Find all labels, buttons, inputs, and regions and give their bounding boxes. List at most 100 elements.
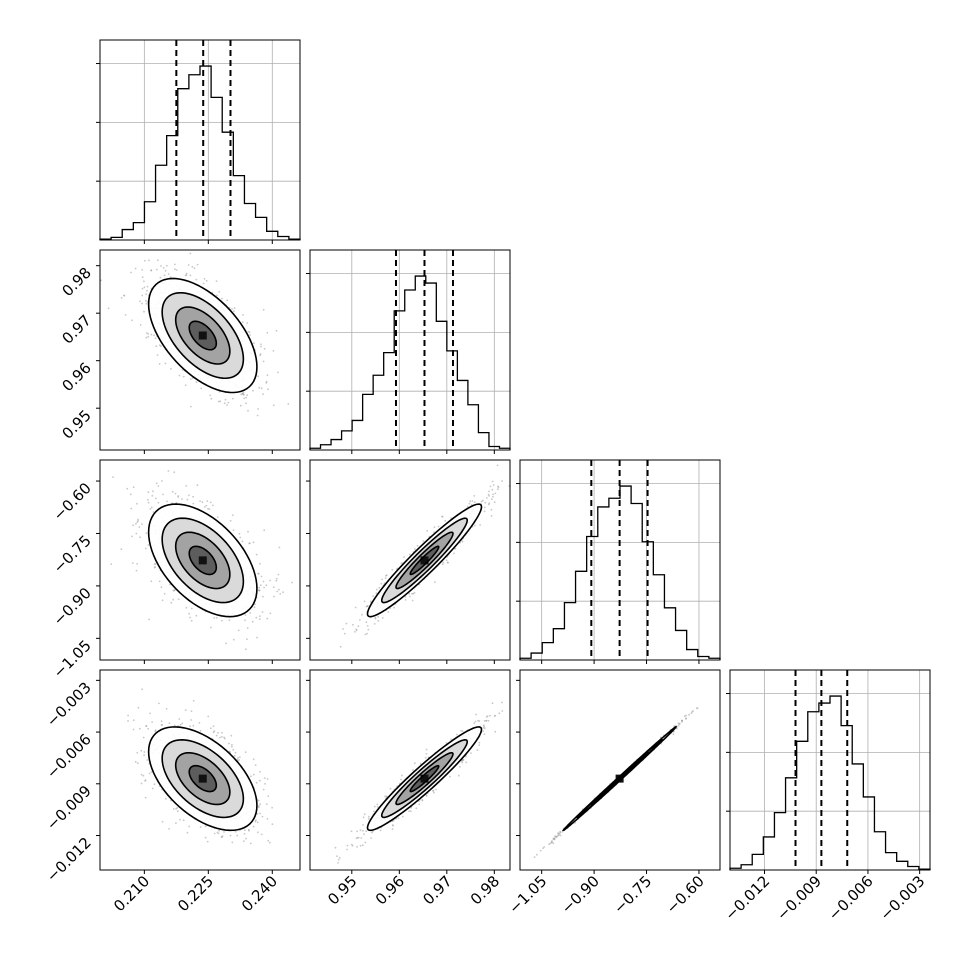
scatter-point	[141, 302, 143, 305]
scatter-point	[255, 553, 258, 556]
scatter-point	[490, 498, 493, 501]
scatter-point	[147, 727, 150, 730]
scatter-point	[209, 394, 212, 397]
scatter-point	[203, 278, 206, 280]
scatter-point	[248, 542, 251, 545]
scatter-point	[150, 771, 153, 773]
scatter-point	[141, 294, 144, 297]
scatter-point	[156, 354, 159, 356]
scatter-point	[238, 532, 241, 535]
scatter-point	[185, 485, 188, 487]
scatter-point	[158, 702, 160, 705]
scatter-point	[257, 375, 259, 378]
scatter-point	[155, 482, 158, 485]
scatter-point	[263, 529, 266, 532]
scatter-point	[190, 719, 193, 721]
scatter-point	[157, 485, 160, 487]
histogram-step	[729, 695, 931, 870]
scatter-point	[258, 618, 261, 620]
scatter-point	[246, 638, 248, 641]
scatter-point	[474, 720, 477, 723]
scatter-point	[364, 633, 367, 636]
scatter-point	[195, 278, 198, 281]
scatter-point	[444, 519, 447, 522]
scatter-point	[219, 400, 222, 403]
scatter-point	[192, 699, 195, 702]
scatter-point	[242, 391, 245, 394]
panel-content	[334, 701, 504, 864]
scatter-point	[174, 238, 176, 240]
scatter-point	[143, 310, 145, 313]
scatter-point	[191, 265, 194, 268]
scatter-point	[178, 374, 181, 377]
scatter-point	[236, 834, 239, 837]
scatter-point	[261, 815, 264, 818]
scatter-point	[377, 615, 380, 618]
contour-line	[174, 531, 231, 590]
scatter-point	[131, 562, 134, 564]
scatter-point	[224, 398, 227, 401]
scatter-point	[151, 721, 154, 723]
scatter-point	[207, 715, 210, 718]
scatter-point	[112, 476, 114, 478]
scatter-point	[205, 504, 208, 507]
scatter-point	[227, 401, 230, 404]
scatter-point	[145, 725, 148, 727]
scatter-point	[246, 627, 249, 629]
scatter-point	[243, 397, 246, 400]
scatter-point	[359, 619, 361, 621]
scatter-point	[144, 796, 147, 799]
scatter-point	[217, 732, 220, 734]
scatter-point	[350, 843, 353, 846]
scatter-point	[199, 826, 202, 828]
scatter-point	[212, 725, 215, 728]
scatter-point	[476, 749, 479, 751]
scatter-point	[415, 807, 418, 810]
scatter-point	[245, 402, 248, 405]
scatter-point	[491, 488, 494, 491]
contour-line	[409, 545, 440, 576]
scatter-point	[413, 591, 416, 594]
scatter-point	[131, 319, 133, 322]
scatter-point	[179, 818, 181, 821]
scatter-point	[184, 384, 187, 386]
scatter-point	[231, 514, 234, 516]
scatter-point	[141, 276, 144, 279]
scatter-point	[120, 297, 123, 299]
scatter-point	[143, 259, 146, 262]
scatter-point	[412, 592, 415, 595]
scatter-point	[437, 525, 440, 528]
scatter-point	[252, 541, 255, 544]
scatter-point	[140, 749, 143, 752]
scatter-point	[373, 623, 376, 625]
scatter-point	[182, 375, 185, 378]
scatter-point	[120, 548, 123, 551]
scatter-point	[132, 524, 135, 527]
scatter-point	[404, 599, 407, 601]
scatter-point	[457, 774, 460, 777]
scatter-point	[160, 724, 163, 727]
scatter-point	[256, 812, 259, 815]
scatter-point	[484, 501, 487, 504]
scatter-point	[365, 605, 368, 608]
scatter-point	[453, 552, 455, 555]
contour-line	[174, 751, 231, 806]
scatter-point	[262, 595, 264, 598]
scatter-point	[146, 301, 149, 303]
scatter-point	[195, 381, 198, 384]
scatter-point	[233, 310, 235, 313]
scatter-point	[272, 586, 275, 588]
scatter-point	[147, 335, 150, 338]
scatter-point	[228, 619, 231, 621]
scatter-point	[363, 600, 366, 603]
scatter-point	[199, 500, 202, 502]
scatter-point	[260, 575, 263, 578]
scatter-point	[269, 612, 272, 615]
scatter-point	[262, 580, 265, 583]
scatter-point	[239, 536, 242, 539]
scatter-point	[242, 393, 245, 396]
scatter-point	[141, 688, 144, 691]
scatter-point	[151, 787, 154, 790]
contour-line	[174, 306, 231, 365]
